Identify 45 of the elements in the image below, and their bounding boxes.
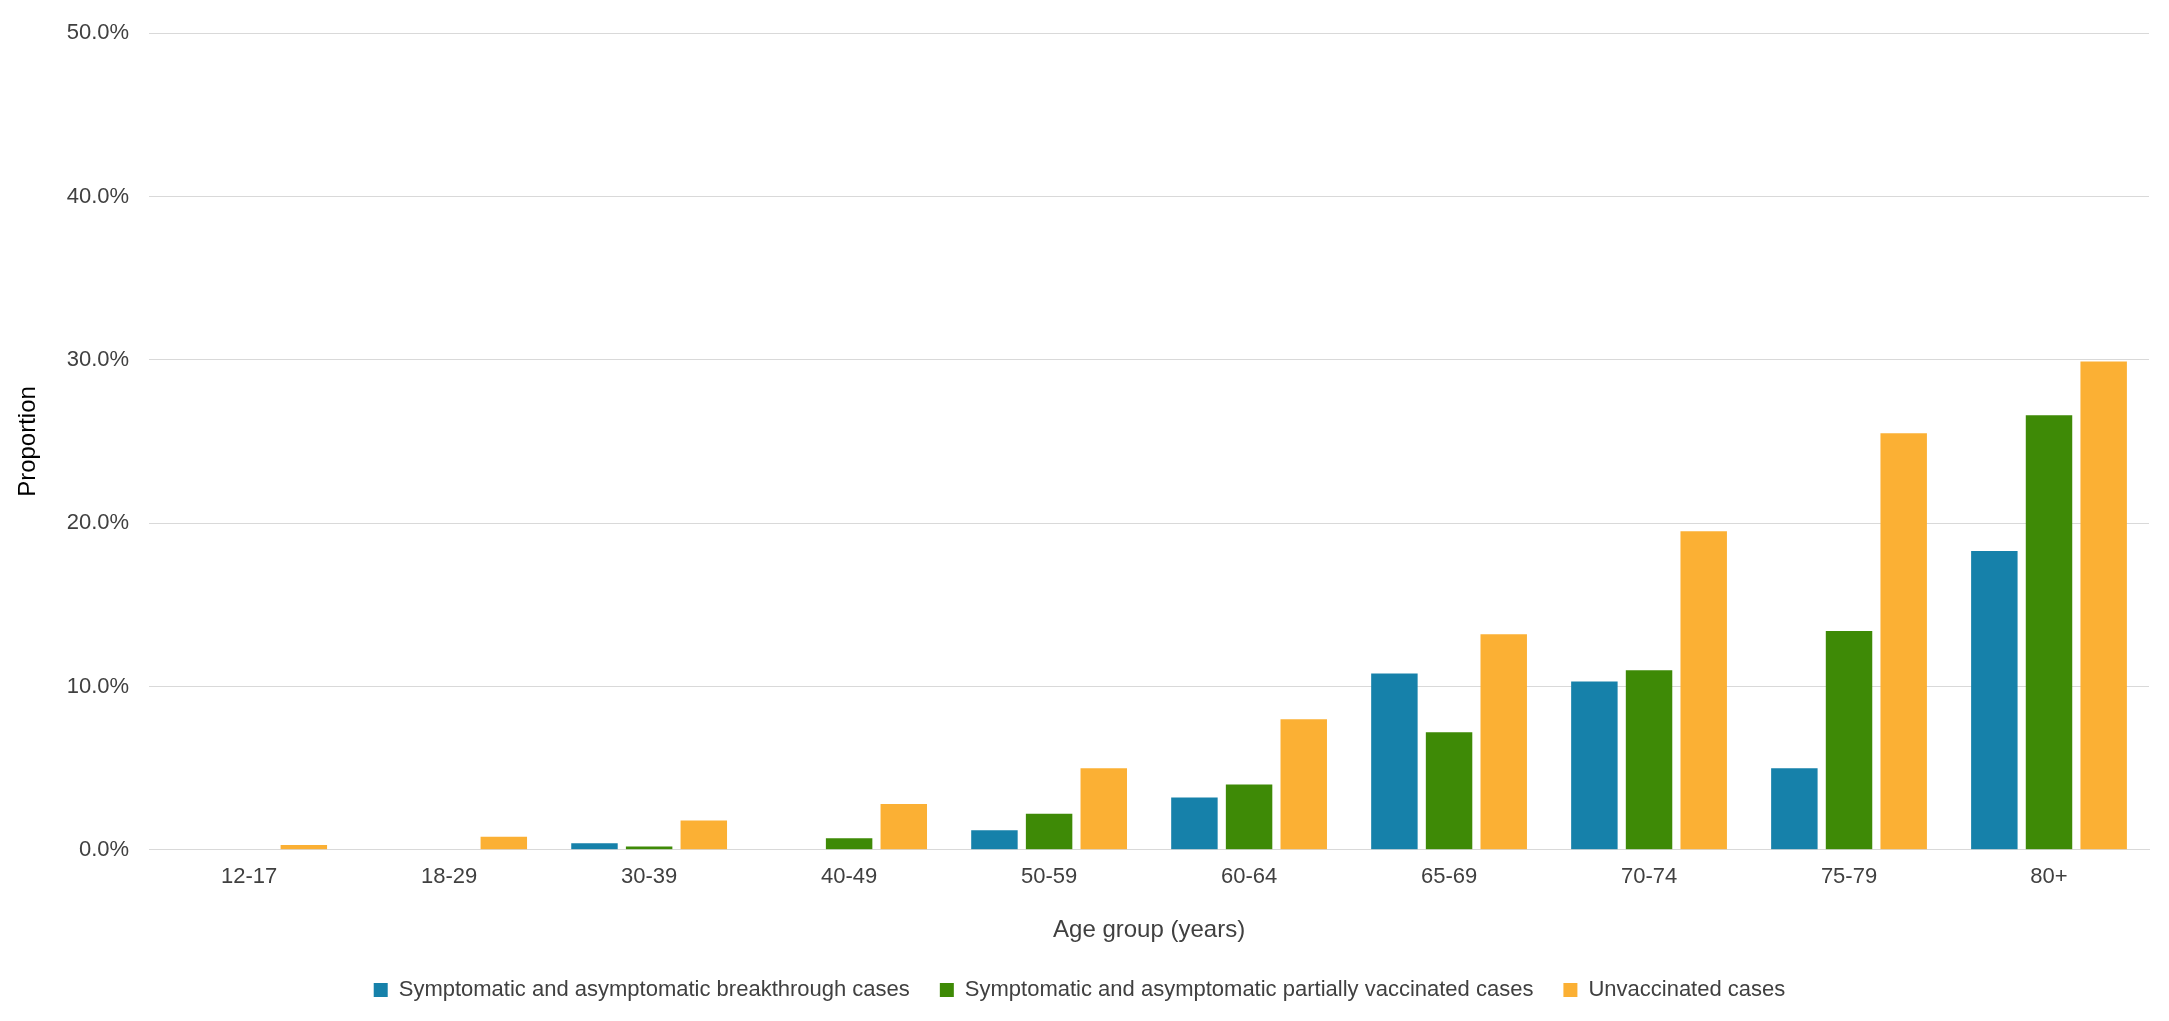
bar bbox=[1225, 784, 1273, 850]
bar bbox=[1880, 433, 1927, 850]
bar bbox=[1680, 531, 1727, 850]
bar bbox=[825, 838, 873, 850]
y-axis-title: Proportion bbox=[13, 386, 41, 497]
x-axis-title: Age group (years) bbox=[1053, 915, 1246, 943]
y-tick-label: 50.0% bbox=[66, 19, 130, 45]
x-tick-label: 12-17 bbox=[221, 863, 278, 889]
bar bbox=[1825, 630, 1873, 850]
bar bbox=[1025, 813, 1073, 850]
y-tick-label: 20.0% bbox=[66, 509, 130, 535]
bar bbox=[1971, 550, 2018, 850]
y-tick-label: 0.0% bbox=[79, 835, 130, 861]
x-tick-label: 30-39 bbox=[620, 863, 678, 889]
bar bbox=[1625, 670, 1673, 850]
bar bbox=[971, 830, 1018, 850]
x-tick-label: 60-64 bbox=[1220, 863, 1278, 889]
bar bbox=[680, 820, 728, 850]
bar bbox=[280, 844, 328, 850]
bar bbox=[1171, 797, 1218, 850]
bar bbox=[1371, 673, 1418, 850]
bar bbox=[1571, 681, 1618, 850]
bar bbox=[1425, 732, 1473, 850]
bar bbox=[1480, 634, 1527, 850]
bar bbox=[2080, 361, 2127, 850]
x-tick-label: 50-59 bbox=[1020, 863, 1078, 889]
y-tick-label: 40.0% bbox=[66, 182, 130, 208]
x-tick-label: 40-49 bbox=[820, 863, 878, 889]
legend-label: Symptomatic and asymptomatic partially vaccinated cases bbox=[964, 976, 1534, 1002]
x-tick-label: 80+ bbox=[2030, 863, 2068, 889]
legend-label: Unvaccinated cases bbox=[1588, 976, 1786, 1002]
bar bbox=[1080, 768, 1127, 850]
y-tick-label: 10.0% bbox=[66, 672, 130, 698]
bar bbox=[2025, 415, 2073, 850]
x-tick-label: 70-74 bbox=[1620, 863, 1678, 889]
y-tick-label: 30.0% bbox=[66, 345, 130, 371]
bar bbox=[880, 804, 928, 850]
x-tick-label: 18-29 bbox=[421, 863, 478, 889]
bar bbox=[1280, 719, 1327, 850]
bar bbox=[1771, 768, 1818, 850]
legend-label: Symptomatic and asymptomatic breakthrough cases bbox=[398, 976, 910, 1002]
bar bbox=[480, 836, 528, 850]
x-tick-label: 75-79 bbox=[1820, 863, 1878, 889]
bar bbox=[571, 843, 618, 850]
x-tick-label: 65-69 bbox=[1420, 863, 1478, 889]
